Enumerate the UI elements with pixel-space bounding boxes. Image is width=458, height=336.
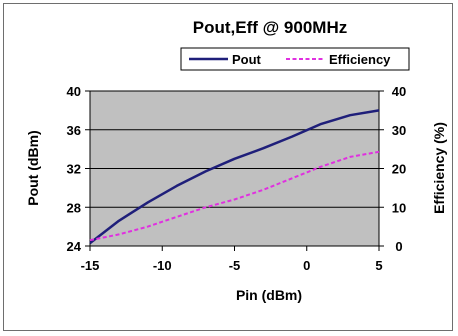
right-axis-title: Efficiency (%) [431,122,447,214]
x-tick-label: -5 [229,258,241,273]
x-axis-ticks: -15 -10 -5 0 5 [81,246,383,273]
legend: Pout Efficiency [180,47,410,71]
right-tick-label: 20 [392,162,406,177]
series-line-efficiency [89,150,380,242]
series-line-pout [89,109,380,245]
legend-label-efficiency: Efficiency [329,52,391,67]
left-tick-label: 36 [67,123,81,138]
right-tick-label: 0 [395,239,402,254]
left-tick-label: 32 [67,162,81,177]
x-tick-label: -15 [81,258,100,273]
left-axis-title: Pout (dBm) [25,130,41,205]
right-tick-label: 40 [392,84,406,99]
chart-title: Pout,Eff @ 900MHz [193,18,347,37]
x-tick-label: -10 [153,258,172,273]
legend-label-pout: Pout [232,52,262,67]
left-axis-ticks: 24 28 32 36 40 [67,84,90,254]
right-tick-label: 10 [392,200,406,215]
right-axis-ticks: 0 10 20 30 40 [379,84,406,254]
x-tick-label: 0 [303,258,310,273]
series-layer [89,109,380,245]
x-axis-title: Pin (dBm) [236,287,302,303]
left-tick-label: 40 [67,84,81,99]
left-tick-label: 24 [67,239,82,254]
left-tick-label: 28 [67,200,81,215]
right-tick-label: 30 [392,123,406,138]
x-tick-label: 5 [375,258,382,273]
